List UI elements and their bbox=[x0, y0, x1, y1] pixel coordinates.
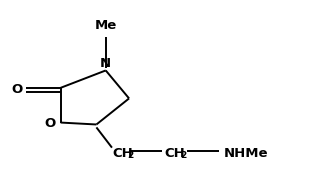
Text: CH: CH bbox=[113, 147, 133, 160]
Text: O: O bbox=[12, 83, 23, 96]
Text: CH: CH bbox=[165, 147, 186, 160]
Text: N: N bbox=[100, 58, 111, 70]
Text: 2: 2 bbox=[128, 152, 134, 160]
Text: Me: Me bbox=[95, 19, 117, 32]
Text: NHMe: NHMe bbox=[223, 147, 268, 160]
Text: O: O bbox=[45, 117, 56, 130]
Text: 2: 2 bbox=[180, 152, 186, 160]
